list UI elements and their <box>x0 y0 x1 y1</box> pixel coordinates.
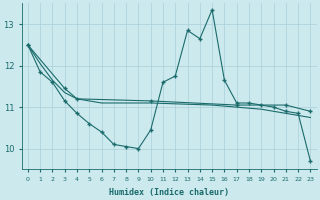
X-axis label: Humidex (Indice chaleur): Humidex (Indice chaleur) <box>109 188 229 197</box>
